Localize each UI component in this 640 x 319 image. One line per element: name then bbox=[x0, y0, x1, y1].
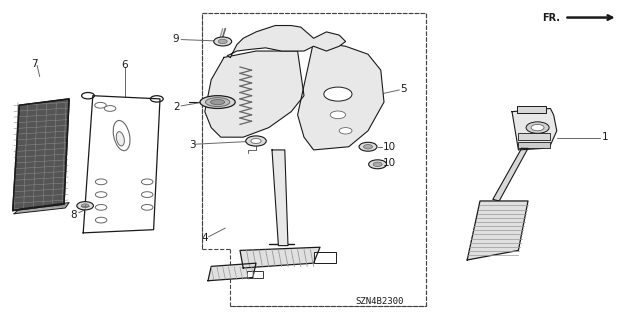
Circle shape bbox=[77, 202, 93, 210]
Circle shape bbox=[104, 106, 116, 111]
Ellipse shape bbox=[116, 132, 124, 146]
Polygon shape bbox=[272, 150, 288, 246]
Polygon shape bbox=[240, 247, 320, 268]
Bar bbox=[518, 142, 550, 148]
Polygon shape bbox=[298, 41, 384, 150]
Text: 10: 10 bbox=[383, 142, 396, 152]
Circle shape bbox=[531, 124, 544, 131]
Polygon shape bbox=[208, 263, 256, 281]
Bar bbox=[198, 247, 234, 308]
Ellipse shape bbox=[113, 121, 130, 151]
Circle shape bbox=[364, 145, 372, 149]
Circle shape bbox=[95, 217, 107, 223]
Circle shape bbox=[246, 136, 266, 146]
Polygon shape bbox=[14, 203, 69, 214]
Text: 1: 1 bbox=[602, 132, 608, 142]
Circle shape bbox=[141, 204, 153, 210]
Text: 5: 5 bbox=[400, 84, 406, 94]
Text: 3: 3 bbox=[189, 140, 195, 150]
Circle shape bbox=[95, 192, 107, 197]
Circle shape bbox=[150, 96, 163, 102]
Circle shape bbox=[95, 102, 106, 108]
Circle shape bbox=[141, 179, 153, 185]
Circle shape bbox=[359, 142, 377, 151]
Circle shape bbox=[526, 122, 549, 133]
Polygon shape bbox=[467, 201, 528, 260]
Bar bbox=[247, 271, 263, 278]
Bar bbox=[517, 106, 546, 113]
Circle shape bbox=[339, 128, 352, 134]
Circle shape bbox=[82, 93, 95, 99]
Text: FR.: FR. bbox=[542, 12, 560, 23]
Ellipse shape bbox=[205, 98, 230, 107]
Circle shape bbox=[369, 160, 387, 169]
Polygon shape bbox=[512, 108, 557, 150]
Polygon shape bbox=[83, 96, 160, 233]
Circle shape bbox=[81, 204, 89, 208]
Circle shape bbox=[141, 192, 153, 197]
Polygon shape bbox=[493, 148, 528, 201]
Circle shape bbox=[95, 179, 107, 185]
Ellipse shape bbox=[200, 96, 236, 108]
Text: 2: 2 bbox=[173, 102, 179, 112]
Polygon shape bbox=[205, 51, 304, 137]
Bar bbox=[314, 252, 336, 263]
Circle shape bbox=[373, 162, 382, 167]
Text: 10: 10 bbox=[383, 158, 396, 168]
Polygon shape bbox=[13, 99, 69, 211]
Text: 9: 9 bbox=[173, 34, 179, 44]
Circle shape bbox=[251, 138, 261, 144]
Text: 7: 7 bbox=[31, 59, 37, 69]
Circle shape bbox=[330, 111, 346, 119]
Bar bbox=[202, 13, 426, 306]
Text: SZN4B2300: SZN4B2300 bbox=[355, 297, 404, 306]
Bar bbox=[518, 133, 550, 140]
Text: 8: 8 bbox=[70, 210, 77, 220]
Polygon shape bbox=[227, 26, 346, 57]
Circle shape bbox=[95, 204, 107, 210]
Text: 6: 6 bbox=[122, 60, 128, 70]
Text: 4: 4 bbox=[202, 233, 208, 243]
Circle shape bbox=[324, 87, 352, 101]
Circle shape bbox=[214, 37, 232, 46]
Circle shape bbox=[218, 39, 227, 44]
Ellipse shape bbox=[211, 100, 225, 105]
